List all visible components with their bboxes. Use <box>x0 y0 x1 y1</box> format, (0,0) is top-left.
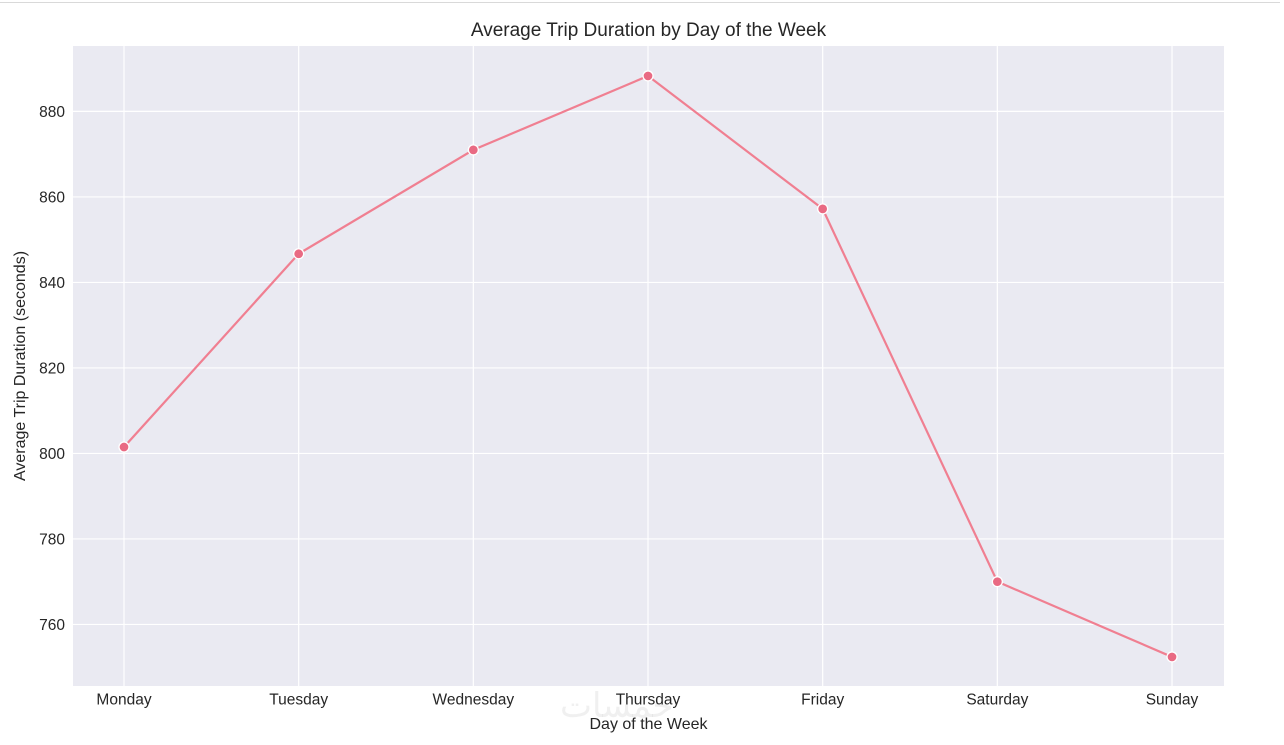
data-point <box>1166 651 1178 663</box>
x-tick-label: Sunday <box>1146 692 1199 709</box>
data-point <box>467 144 479 156</box>
x-axis-label: Day of the Week <box>590 716 709 733</box>
y-tick-label: 760 <box>39 617 65 634</box>
x-tick-label: Monday <box>96 692 151 709</box>
x-tick-label: Friday <box>801 692 844 709</box>
data-point-markers <box>118 70 1178 663</box>
x-tick-label: Saturday <box>966 692 1028 709</box>
x-tick-label: Tuesday <box>269 692 328 709</box>
y-axis-label: Average Trip Duration (seconds) <box>12 251 29 481</box>
y-tick-label: 860 <box>39 189 65 206</box>
chart-title: Average Trip Duration by Day of the Week <box>471 20 827 41</box>
data-point <box>293 248 305 260</box>
y-tick-labels: 760 780 800 820 840 860 880 <box>39 104 65 634</box>
data-point <box>817 203 829 215</box>
y-tick-label: 840 <box>39 275 65 292</box>
top-divider <box>0 2 1280 3</box>
data-point <box>118 441 130 453</box>
x-tick-labels: Monday Tuesday Wednesday Thursday Friday Satu… <box>96 692 1198 709</box>
data-point <box>642 70 654 82</box>
y-tick-label: 880 <box>39 104 65 121</box>
data-point <box>991 576 1003 588</box>
y-tick-label: 780 <box>39 531 65 548</box>
y-tick-label: 820 <box>39 360 65 377</box>
y-tick-label: 800 <box>39 446 65 463</box>
x-tick-label: Thursday <box>616 692 681 709</box>
x-tick-label: Wednesday <box>433 692 515 709</box>
